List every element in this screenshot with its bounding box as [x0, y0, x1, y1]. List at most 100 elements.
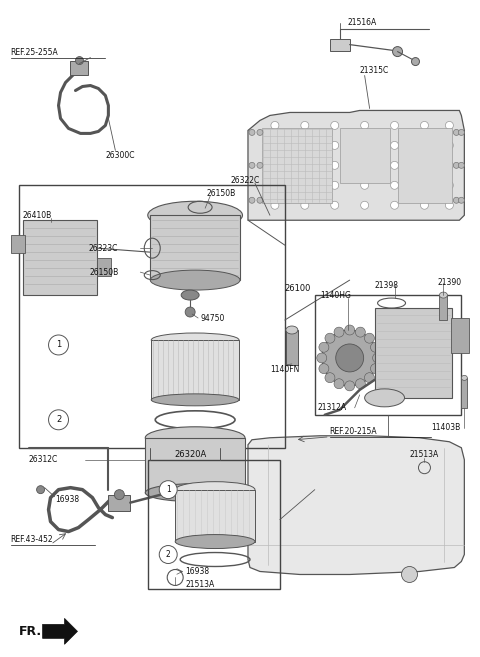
Polygon shape [248, 436, 464, 574]
Ellipse shape [148, 201, 242, 229]
Text: 2: 2 [56, 415, 61, 424]
Circle shape [445, 122, 454, 129]
Circle shape [331, 141, 339, 149]
Circle shape [271, 181, 279, 189]
Bar [340, 128, 390, 183]
Ellipse shape [145, 427, 245, 449]
Circle shape [458, 129, 464, 135]
Text: 26323C: 26323C [89, 244, 119, 253]
Circle shape [317, 353, 327, 363]
Circle shape [322, 330, 378, 386]
Polygon shape [43, 618, 77, 645]
Circle shape [458, 197, 464, 203]
Text: 26150B: 26150B [206, 189, 235, 198]
Bar [97, 258, 111, 276]
Circle shape [420, 201, 429, 209]
Text: 26100: 26100 [285, 284, 311, 292]
Circle shape [345, 381, 355, 391]
Text: 21516A: 21516A [348, 18, 377, 27]
Bar [151, 340, 239, 400]
Bar [262, 128, 332, 203]
Ellipse shape [145, 484, 245, 502]
Circle shape [360, 181, 369, 189]
Circle shape [319, 342, 329, 352]
Text: 1: 1 [166, 485, 170, 494]
Text: 21312A: 21312A [318, 403, 347, 413]
Circle shape [334, 379, 344, 389]
Circle shape [319, 363, 329, 374]
Circle shape [249, 162, 255, 168]
Circle shape [360, 201, 369, 209]
Circle shape [454, 197, 459, 203]
Bar [397, 128, 452, 203]
Text: FR.: FR. [19, 625, 42, 638]
Circle shape [393, 47, 403, 57]
Circle shape [48, 410, 69, 430]
Circle shape [249, 197, 255, 203]
Circle shape [391, 201, 398, 209]
Circle shape [454, 162, 459, 168]
Text: 21315C: 21315C [360, 66, 389, 75]
Circle shape [420, 141, 429, 149]
Circle shape [257, 197, 263, 203]
Bar [108, 495, 130, 510]
Text: REF.20-215A: REF.20-215A [330, 427, 377, 436]
Text: 11403B: 11403B [432, 423, 461, 432]
Bar [19, 185, 285, 448]
Circle shape [345, 325, 355, 335]
Bar [315, 295, 461, 415]
Bar [374, 308, 452, 398]
Circle shape [114, 489, 124, 499]
Circle shape [372, 353, 383, 363]
Circle shape [331, 162, 339, 170]
Circle shape [402, 566, 418, 583]
Text: 94750: 94750 [200, 313, 225, 323]
Text: 21513A: 21513A [185, 580, 215, 589]
Text: 21398: 21398 [374, 281, 398, 290]
Circle shape [420, 181, 429, 189]
Circle shape [360, 162, 369, 170]
Circle shape [391, 122, 398, 129]
Ellipse shape [286, 326, 298, 334]
Circle shape [445, 181, 454, 189]
Text: 1140FN: 1140FN [270, 365, 300, 374]
Bar [71, 60, 88, 74]
Circle shape [48, 335, 69, 355]
Text: REF.25-255A: REF.25-255A [11, 48, 59, 57]
Circle shape [257, 129, 263, 135]
Circle shape [271, 122, 279, 129]
Ellipse shape [365, 389, 405, 407]
Circle shape [391, 141, 398, 149]
Text: 26322C: 26322C [230, 176, 259, 185]
Circle shape [257, 162, 263, 168]
Circle shape [360, 141, 369, 149]
Bar [175, 489, 255, 541]
Ellipse shape [151, 394, 239, 406]
Ellipse shape [151, 333, 239, 347]
Circle shape [249, 129, 255, 135]
Circle shape [301, 181, 309, 189]
Circle shape [445, 162, 454, 170]
Circle shape [445, 141, 454, 149]
Circle shape [445, 201, 454, 209]
Circle shape [331, 181, 339, 189]
Text: 1: 1 [56, 340, 61, 350]
Circle shape [185, 307, 195, 317]
Bar [461, 378, 468, 408]
Bar [439, 295, 447, 320]
Circle shape [271, 162, 279, 170]
Circle shape [301, 162, 309, 170]
Text: 26150B: 26150B [89, 267, 119, 277]
Ellipse shape [461, 375, 468, 380]
Circle shape [159, 545, 177, 564]
Circle shape [458, 162, 464, 168]
Circle shape [420, 162, 429, 170]
Bar [145, 438, 245, 493]
Ellipse shape [175, 482, 255, 497]
Text: 16938: 16938 [56, 495, 80, 504]
Ellipse shape [439, 292, 447, 298]
Bar [451, 318, 469, 353]
Bar [148, 460, 280, 589]
Ellipse shape [181, 290, 199, 300]
Text: 1140HG: 1140HG [320, 290, 351, 300]
